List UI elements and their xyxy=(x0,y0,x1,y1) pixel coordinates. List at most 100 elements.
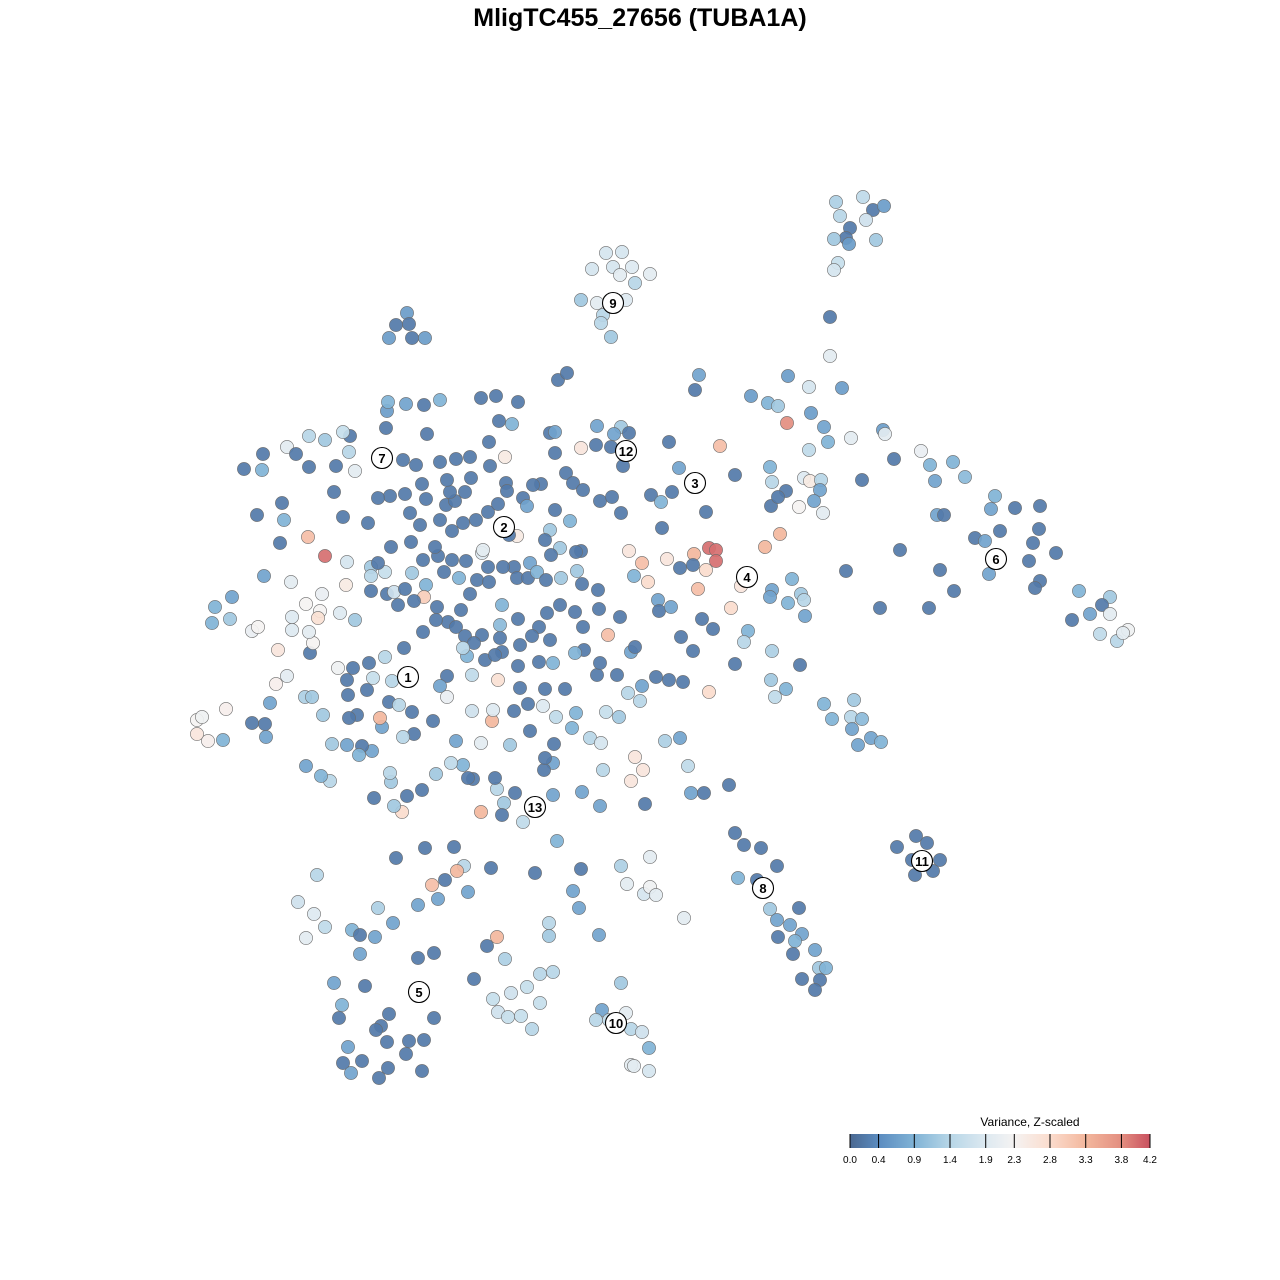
point xyxy=(400,789,414,803)
point xyxy=(621,686,635,700)
point xyxy=(627,569,641,583)
cluster-label: 1 xyxy=(396,665,420,689)
point xyxy=(770,913,784,927)
point xyxy=(521,697,535,711)
point xyxy=(348,464,362,478)
point xyxy=(984,502,998,516)
point xyxy=(416,553,430,567)
point xyxy=(686,644,700,658)
point xyxy=(336,425,350,439)
point xyxy=(273,536,287,550)
point xyxy=(829,195,843,209)
point xyxy=(590,419,604,433)
chart-title: MligTC455_27656 (TUBA1A) xyxy=(473,4,807,32)
point xyxy=(821,435,835,449)
point xyxy=(493,631,507,645)
point xyxy=(539,573,553,587)
point xyxy=(417,398,431,412)
point xyxy=(827,263,841,277)
point xyxy=(492,414,506,428)
point xyxy=(532,655,546,669)
point xyxy=(411,951,425,965)
point xyxy=(433,679,447,693)
point xyxy=(482,435,496,449)
point xyxy=(825,712,839,726)
point xyxy=(429,613,443,627)
point xyxy=(216,733,230,747)
point xyxy=(568,605,582,619)
point xyxy=(426,714,440,728)
point xyxy=(438,873,452,887)
point xyxy=(484,861,498,875)
point xyxy=(808,983,822,997)
point xyxy=(255,463,269,477)
legend-tick-label: 1.9 xyxy=(979,1155,993,1166)
point xyxy=(371,556,385,570)
cluster-label: 13 xyxy=(523,795,547,819)
point xyxy=(415,477,429,491)
cluster-label-badge xyxy=(751,876,775,900)
point xyxy=(364,584,378,598)
point xyxy=(205,616,219,630)
points-layer xyxy=(190,190,1135,1085)
point xyxy=(947,584,961,598)
point xyxy=(407,594,421,608)
point xyxy=(302,625,316,639)
point xyxy=(604,330,618,344)
point xyxy=(542,929,556,943)
point xyxy=(331,661,345,675)
point xyxy=(877,199,891,213)
point xyxy=(691,582,705,596)
point xyxy=(520,980,534,994)
point xyxy=(542,916,556,930)
point xyxy=(786,947,800,961)
cluster-label: 8 xyxy=(751,876,775,900)
point xyxy=(622,544,636,558)
point xyxy=(464,471,478,485)
point xyxy=(302,429,316,443)
point xyxy=(431,892,445,906)
cluster-label-badge xyxy=(614,439,638,463)
point xyxy=(572,901,586,915)
point xyxy=(516,815,530,829)
point xyxy=(428,540,442,554)
point xyxy=(627,1059,641,1073)
point xyxy=(807,494,821,508)
point xyxy=(465,668,479,682)
point xyxy=(728,657,742,671)
point xyxy=(318,549,332,563)
point xyxy=(336,510,350,524)
point xyxy=(511,659,525,673)
point xyxy=(615,245,629,259)
point xyxy=(781,596,795,610)
cluster-label-text: 11 xyxy=(915,854,929,869)
point xyxy=(553,598,567,612)
cluster-label-badge xyxy=(910,849,934,873)
cluster-label-text: 13 xyxy=(528,800,542,815)
point xyxy=(709,554,723,568)
point xyxy=(594,736,608,750)
point xyxy=(459,554,473,568)
point xyxy=(498,450,512,464)
point xyxy=(398,582,412,596)
point xyxy=(763,460,777,474)
point xyxy=(397,641,411,655)
point xyxy=(316,708,330,722)
point xyxy=(575,785,589,799)
point xyxy=(802,443,816,457)
point xyxy=(445,524,459,538)
point xyxy=(456,516,470,530)
point xyxy=(728,826,742,840)
point xyxy=(576,620,590,634)
point xyxy=(383,766,397,780)
point xyxy=(353,928,367,942)
point xyxy=(923,458,937,472)
point xyxy=(1022,554,1036,568)
point xyxy=(662,673,676,687)
point xyxy=(768,690,782,704)
point xyxy=(554,571,568,585)
point xyxy=(427,946,441,960)
point xyxy=(665,485,679,499)
point xyxy=(771,930,785,944)
point xyxy=(336,1056,350,1070)
